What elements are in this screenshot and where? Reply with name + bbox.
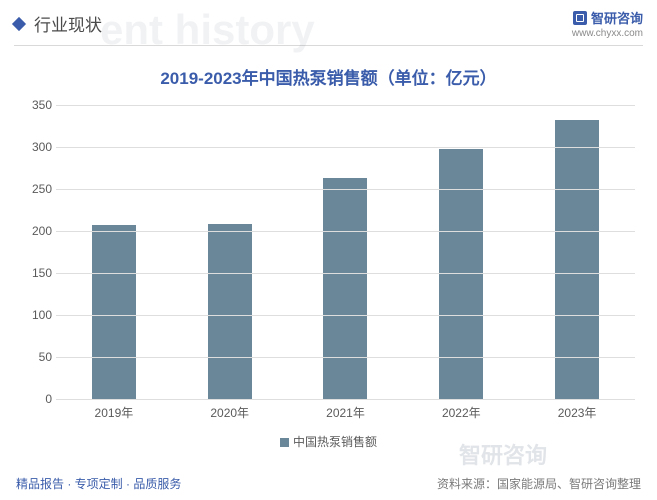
bar xyxy=(208,224,252,399)
brand-icon xyxy=(573,11,587,25)
diamond-icon xyxy=(12,16,26,30)
y-tick-label: 250 xyxy=(14,182,52,196)
bar-slot: 2021年 xyxy=(288,105,404,399)
chart-plot: 2019年2020年2021年2022年2023年 xyxy=(56,105,635,399)
header-divider xyxy=(14,45,643,46)
y-tick-label: 150 xyxy=(14,266,52,280)
bar-slot: 2022年 xyxy=(403,105,519,399)
footer: 精品报告 · 专项定制 · 品质服务 资料来源：国家能源局、智研咨询整理 xyxy=(0,467,657,500)
legend-label: 中国热泵销售额 xyxy=(293,435,377,449)
y-tick-label: 100 xyxy=(14,308,52,322)
y-tick-label: 200 xyxy=(14,224,52,238)
y-tick-label: 300 xyxy=(14,140,52,154)
grid-line xyxy=(56,399,635,400)
header-right: 智研咨询 www.chyxx.com xyxy=(572,8,643,39)
grid-line xyxy=(56,147,635,148)
grid-line xyxy=(56,273,635,274)
x-tick-label: 2023年 xyxy=(519,404,635,421)
grid-line xyxy=(56,357,635,358)
header: 行业现状 智研咨询 www.chyxx.com xyxy=(0,0,657,43)
x-tick-label: 2019年 xyxy=(56,404,172,421)
chart-legend: 中国热泵销售额 xyxy=(0,433,657,450)
grid-line xyxy=(56,315,635,316)
y-tick-label: 350 xyxy=(14,98,52,112)
footer-right: 资料来源：国家能源局、智研咨询整理 xyxy=(437,475,641,492)
chart-title: 2019-2023年中国热泵销售额（单位：亿元） xyxy=(0,64,657,89)
y-tick-label: 50 xyxy=(14,350,52,364)
x-tick-label: 2022年 xyxy=(403,404,519,421)
brand-name: 智研咨询 xyxy=(591,8,643,27)
footer-left: 精品报告 · 专项定制 · 品质服务 xyxy=(16,475,181,492)
chart: 050100150200250300350 2019年2020年2021年202… xyxy=(14,99,639,429)
x-tick-label: 2021年 xyxy=(288,404,404,421)
grid-line xyxy=(56,189,635,190)
bar xyxy=(323,178,367,399)
grid-line xyxy=(56,231,635,232)
legend-swatch xyxy=(280,438,289,447)
y-tick-label: 0 xyxy=(14,392,52,406)
brand-row: 智研咨询 xyxy=(572,8,643,27)
header-left: 行业现状 xyxy=(14,11,102,36)
bar-slot: 2020年 xyxy=(172,105,288,399)
bar-slot: 2023年 xyxy=(519,105,635,399)
section-label: 行业现状 xyxy=(34,11,102,36)
grid-line xyxy=(56,105,635,106)
brand-url: www.chyxx.com xyxy=(572,28,643,39)
bar xyxy=(92,225,136,399)
x-tick-label: 2020年 xyxy=(172,404,288,421)
chart-bars: 2019年2020年2021年2022年2023年 xyxy=(56,105,635,399)
bar-slot: 2019年 xyxy=(56,105,172,399)
